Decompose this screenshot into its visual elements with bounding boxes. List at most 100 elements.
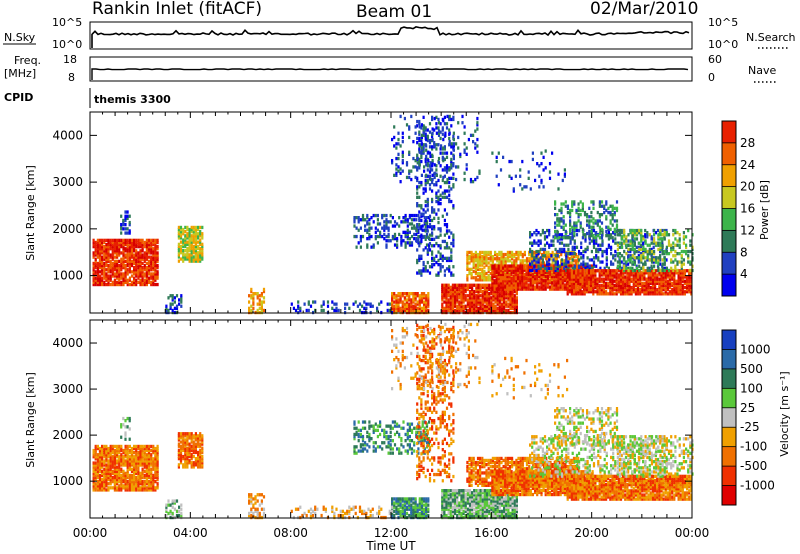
power-cell [177,236,180,240]
power-cell [182,259,185,263]
power-cell [688,288,691,292]
power-cell [94,245,97,249]
power-cell [184,240,187,244]
power-cell [481,263,484,267]
power-cell [575,292,578,296]
power-cell [663,266,666,270]
power-cell [507,292,510,296]
power-cell [570,255,573,259]
power-cell [423,234,426,239]
power-cell [507,298,510,302]
power-cell [395,171,398,175]
power-cell [564,223,567,227]
power-cell [412,296,415,300]
power-cell [460,285,463,289]
power-cell [569,208,572,213]
power-cell [477,296,480,300]
power-cell [499,264,503,268]
power-cell [553,287,556,291]
power-cell [455,165,458,169]
power-cell [508,264,511,268]
power-cell [199,249,202,253]
power-cell [596,292,599,296]
power-cell [133,253,136,257]
power-cell [642,262,645,266]
power-cell [611,288,614,292]
power-cell [561,266,564,270]
power-cell [661,239,664,243]
power-cell [598,269,601,273]
power-cell [190,234,193,238]
power-cell [126,255,129,259]
power-cell [516,264,520,268]
power-cell [122,218,125,223]
power-cell [120,231,123,235]
power-cell [147,249,151,253]
power-cell [184,257,187,261]
power-cell [488,306,491,310]
power-cell [128,245,131,249]
power-cell [590,229,593,234]
power-cell [424,134,427,138]
power-cell [451,298,454,302]
power-cell [660,283,663,288]
power-cell [471,304,474,308]
power-cell [122,272,125,276]
power-cell [443,115,446,119]
power-cell [165,306,168,310]
power-cell [435,115,438,119]
power-cell [658,281,661,285]
power-cell [154,274,157,278]
power-cell [600,271,603,275]
power-cell [96,245,99,249]
power-cell [639,290,642,294]
power-cell [418,180,421,185]
power-cell [577,213,580,217]
power-cell [408,213,411,218]
power-cell [475,283,478,287]
power-cell [424,178,427,183]
power-cell [177,251,180,255]
power-cell [116,251,119,255]
power-cell [435,235,438,239]
power-cell [447,283,450,287]
power-cell [190,236,193,240]
power-cell [663,249,666,254]
power-cell [479,276,482,280]
power-cell [139,272,142,276]
power-cell [636,281,640,285]
power-cell [686,288,689,292]
power-cell [553,270,556,274]
power-cell [556,254,559,258]
power-cell [479,300,482,304]
power-cell [184,255,187,259]
power-cell [120,240,123,245]
power-cell [590,279,593,283]
power-cell [551,268,554,272]
power-cell [570,288,573,292]
power-cell [533,231,536,235]
power-cell [560,233,564,237]
power-cell [391,306,394,310]
power-cell [592,277,595,281]
power-cell [679,271,682,275]
power-cell [126,249,129,253]
power-cell [194,225,197,230]
power-cell [439,185,442,189]
power-cell [396,243,399,247]
power-cell [361,213,365,218]
power-cell [418,258,421,263]
power-cell [145,261,148,266]
power-cell [122,257,125,261]
power-cell [673,292,676,296]
power-cell [681,292,684,296]
power-cell [658,271,661,275]
power-cell [575,271,578,275]
power-cell [118,276,121,280]
power-cell [495,279,498,283]
power-cell [659,254,662,258]
power-cell [658,290,661,294]
power-cell [448,114,451,119]
power-cell [680,266,683,270]
power-cell [474,177,477,182]
